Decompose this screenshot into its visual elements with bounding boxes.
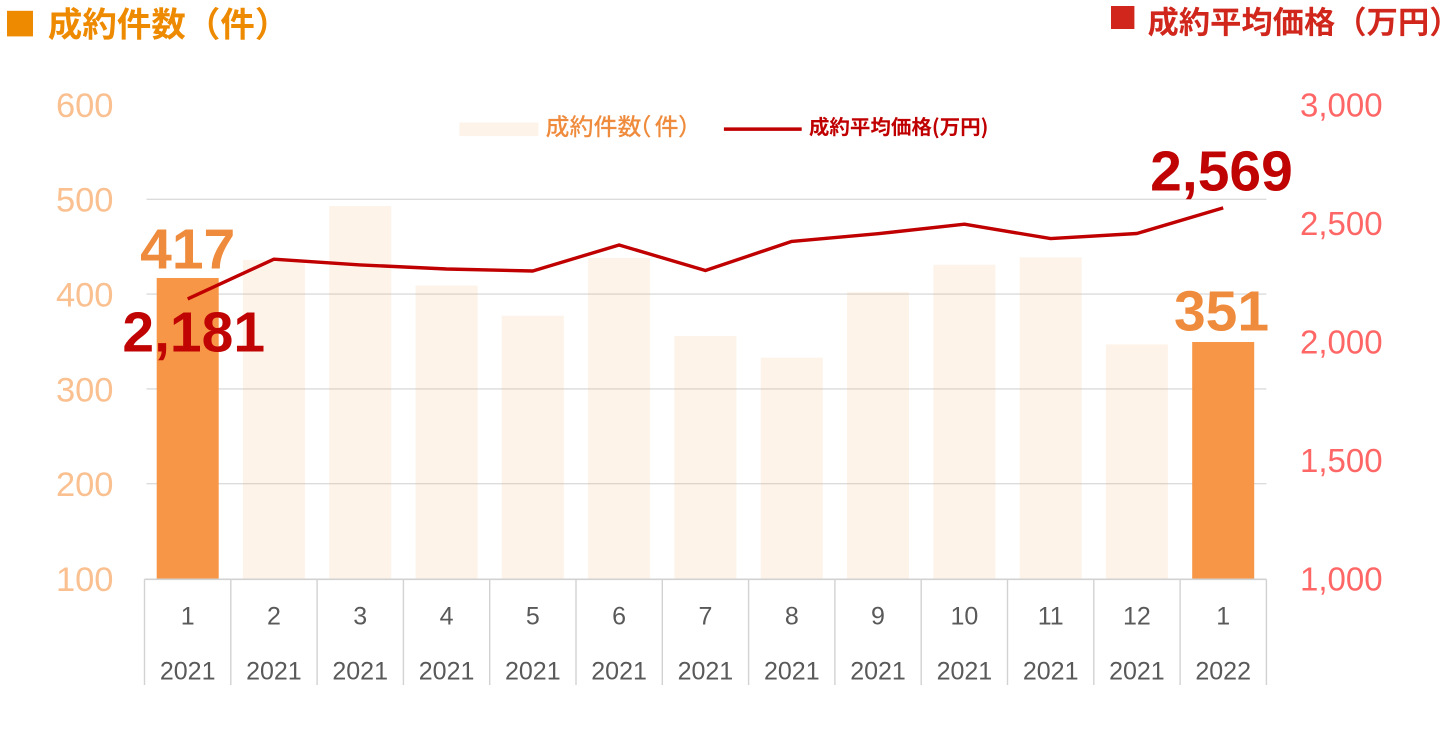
svg-text:1,500: 1,500 xyxy=(1300,442,1383,479)
svg-text:2021: 2021 xyxy=(1109,657,1165,685)
svg-text:5: 5 xyxy=(526,603,540,631)
svg-text:2,569: 2,569 xyxy=(1150,140,1293,204)
svg-text:9: 9 xyxy=(871,603,885,631)
svg-text:2021: 2021 xyxy=(505,657,561,685)
svg-text:3,000: 3,000 xyxy=(1300,87,1383,124)
svg-text:2021: 2021 xyxy=(678,657,734,685)
svg-text:2021: 2021 xyxy=(850,657,906,685)
svg-text:2: 2 xyxy=(267,603,281,631)
svg-text:2021: 2021 xyxy=(419,657,475,685)
svg-text:1: 1 xyxy=(1216,603,1230,631)
svg-text:600: 600 xyxy=(56,87,114,125)
svg-text:2021: 2021 xyxy=(591,657,647,685)
svg-text:10: 10 xyxy=(950,603,978,631)
svg-text:2,000: 2,000 xyxy=(1300,323,1383,360)
svg-text:2021: 2021 xyxy=(160,657,216,685)
svg-text:2022: 2022 xyxy=(1195,657,1251,685)
svg-text:4: 4 xyxy=(440,603,454,631)
svg-text:500: 500 xyxy=(56,182,114,220)
svg-text:351: 351 xyxy=(1174,280,1269,344)
svg-text:8: 8 xyxy=(785,603,799,631)
svg-text:2021: 2021 xyxy=(1023,657,1079,685)
svg-text:3: 3 xyxy=(353,603,367,631)
svg-text:100: 100 xyxy=(56,561,114,599)
svg-text:2021: 2021 xyxy=(332,657,388,685)
svg-text:1: 1 xyxy=(181,603,195,631)
svg-text:2021: 2021 xyxy=(937,657,993,685)
svg-text:6: 6 xyxy=(612,603,626,631)
svg-text:1,000: 1,000 xyxy=(1300,561,1383,598)
svg-text:300: 300 xyxy=(56,371,114,409)
svg-text:2021: 2021 xyxy=(764,657,820,685)
svg-text:11: 11 xyxy=(1038,603,1064,631)
svg-text:2,181: 2,181 xyxy=(122,300,265,364)
svg-text:2021: 2021 xyxy=(246,657,302,685)
svg-text:400: 400 xyxy=(56,277,114,315)
svg-text:2,500: 2,500 xyxy=(1300,205,1383,242)
svg-text:12: 12 xyxy=(1123,603,1151,631)
svg-text:7: 7 xyxy=(698,603,712,631)
svg-text:417: 417 xyxy=(140,218,235,282)
svg-text:200: 200 xyxy=(56,466,114,504)
